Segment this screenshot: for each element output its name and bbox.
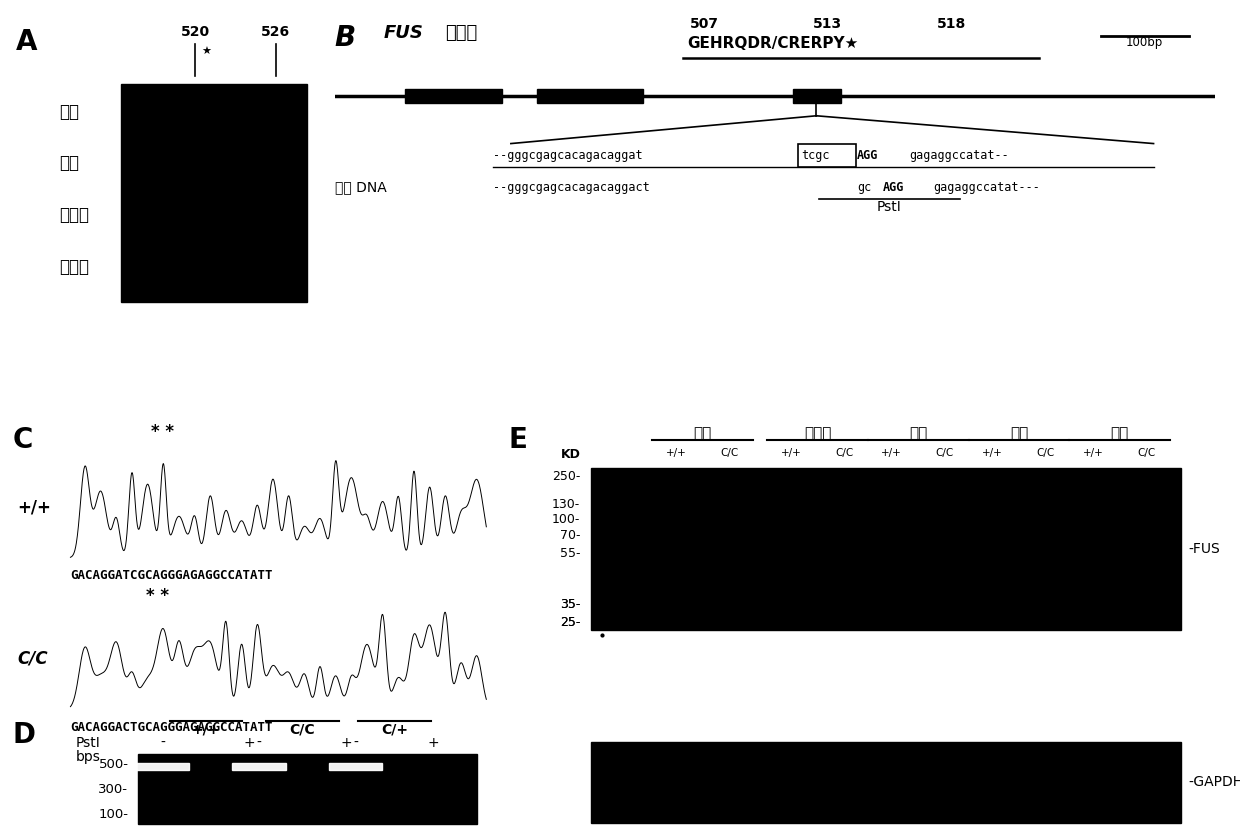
Text: 智人: 智人 — [60, 103, 79, 121]
Text: C/C: C/C — [720, 448, 738, 458]
Text: 70-: 70- — [559, 528, 580, 542]
Text: -FUS: -FUS — [1188, 543, 1220, 557]
Text: -: - — [257, 736, 262, 749]
Bar — [329, 763, 382, 770]
Text: 526: 526 — [262, 26, 290, 40]
Text: 基因座: 基因座 — [445, 25, 477, 42]
Bar — [792, 88, 841, 103]
Text: 35-: 35- — [560, 598, 580, 610]
Text: ★: ★ — [202, 47, 212, 57]
Text: 家牛: 家牛 — [60, 155, 79, 172]
Text: 500-: 500- — [98, 758, 129, 771]
Text: +/+: +/+ — [666, 448, 687, 458]
Text: AGG: AGG — [883, 181, 904, 194]
Text: PstI: PstI — [877, 200, 901, 214]
Text: --gggcgagcacagacaggact: --gggcgagcacagacaggact — [494, 181, 650, 194]
Text: -: - — [160, 736, 165, 749]
Text: A: A — [15, 28, 37, 56]
Text: C/+: C/+ — [381, 723, 408, 737]
Text: +/+: +/+ — [17, 499, 51, 516]
Bar — [232, 763, 285, 770]
Text: C: C — [12, 426, 32, 454]
Text: 250-: 250- — [552, 470, 580, 483]
Text: FUS: FUS — [383, 25, 423, 42]
Text: D: D — [12, 720, 36, 748]
Text: GACAGGACTGCAGGGAGAGGCCATATT: GACAGGACTGCAGGGAGAGGCCATATT — [71, 721, 273, 734]
Text: AGG: AGG — [857, 149, 878, 162]
Text: GEHRQDR/CRERPY★: GEHRQDR/CRERPY★ — [687, 36, 858, 51]
Text: 供体 DNA: 供体 DNA — [335, 180, 387, 194]
Bar — [122, 84, 308, 303]
Text: tcgc: tcgc — [801, 149, 830, 162]
Text: 100bp: 100bp — [1126, 36, 1163, 50]
Text: +: + — [243, 736, 255, 749]
Text: 520: 520 — [181, 26, 210, 40]
Text: gc: gc — [857, 181, 872, 194]
Text: 100-: 100- — [98, 808, 129, 820]
Bar — [591, 742, 1180, 823]
Text: +/+: +/+ — [1083, 448, 1104, 458]
Text: 35-: 35- — [560, 598, 580, 610]
Bar — [537, 88, 644, 103]
Text: +/+: +/+ — [882, 448, 903, 458]
Text: C/C: C/C — [1037, 448, 1055, 458]
Text: 小家鼠: 小家鼠 — [60, 258, 89, 275]
Text: C/C: C/C — [290, 723, 315, 737]
Text: 肏脏: 肏脏 — [1009, 426, 1028, 441]
Text: -GAPDH: -GAPDH — [1188, 776, 1240, 790]
Bar — [138, 754, 476, 824]
Text: PstI: PstI — [76, 736, 100, 749]
Bar — [135, 763, 188, 770]
Text: C/C: C/C — [836, 448, 853, 458]
Text: -: - — [353, 736, 358, 749]
Text: C/C: C/C — [1137, 448, 1156, 458]
Text: 100-: 100- — [552, 513, 580, 525]
Text: 25-: 25- — [560, 616, 580, 629]
Text: gagaggccatat---: gagaggccatat--- — [934, 181, 1040, 194]
Text: 25-: 25- — [560, 616, 580, 629]
Text: C/C: C/C — [936, 448, 954, 458]
Text: E: E — [508, 426, 527, 454]
Text: +/+: +/+ — [192, 723, 219, 737]
Text: +: + — [428, 736, 439, 749]
Text: 130-: 130- — [552, 499, 580, 511]
Text: +/+: +/+ — [982, 448, 1003, 458]
Text: 300-: 300- — [98, 783, 129, 796]
Text: 海马体: 海马体 — [804, 426, 831, 441]
Text: 507: 507 — [691, 17, 719, 31]
Text: * *: * * — [146, 586, 169, 605]
Text: KD: KD — [560, 448, 580, 461]
Bar — [405, 88, 502, 103]
Text: +/+: +/+ — [781, 448, 801, 458]
Text: GACAGGATCGCAGGGAGAGGCCATATT: GACAGGATCGCAGGGAGAGGCCATATT — [71, 570, 273, 582]
Text: +: + — [340, 736, 352, 749]
Text: 513: 513 — [813, 17, 842, 31]
Text: 55-: 55- — [559, 547, 580, 560]
Text: gagaggccatat--: gagaggccatat-- — [909, 149, 1008, 162]
Text: B: B — [335, 25, 356, 52]
Text: 皮质: 皮质 — [693, 426, 712, 441]
Text: 脊髓: 脊髓 — [1111, 426, 1128, 441]
Text: 肾脏: 肾脏 — [909, 426, 928, 441]
Text: 北欧鼠: 北欧鼠 — [60, 206, 89, 224]
Text: bps: bps — [76, 749, 100, 763]
Text: C/C: C/C — [17, 650, 48, 668]
Text: * *: * * — [151, 423, 174, 442]
Text: 518: 518 — [936, 17, 966, 31]
FancyBboxPatch shape — [797, 144, 856, 167]
Bar — [591, 468, 1180, 630]
Text: --gggcgagcacagacaggat: --gggcgagcacagacaggat — [494, 149, 642, 162]
